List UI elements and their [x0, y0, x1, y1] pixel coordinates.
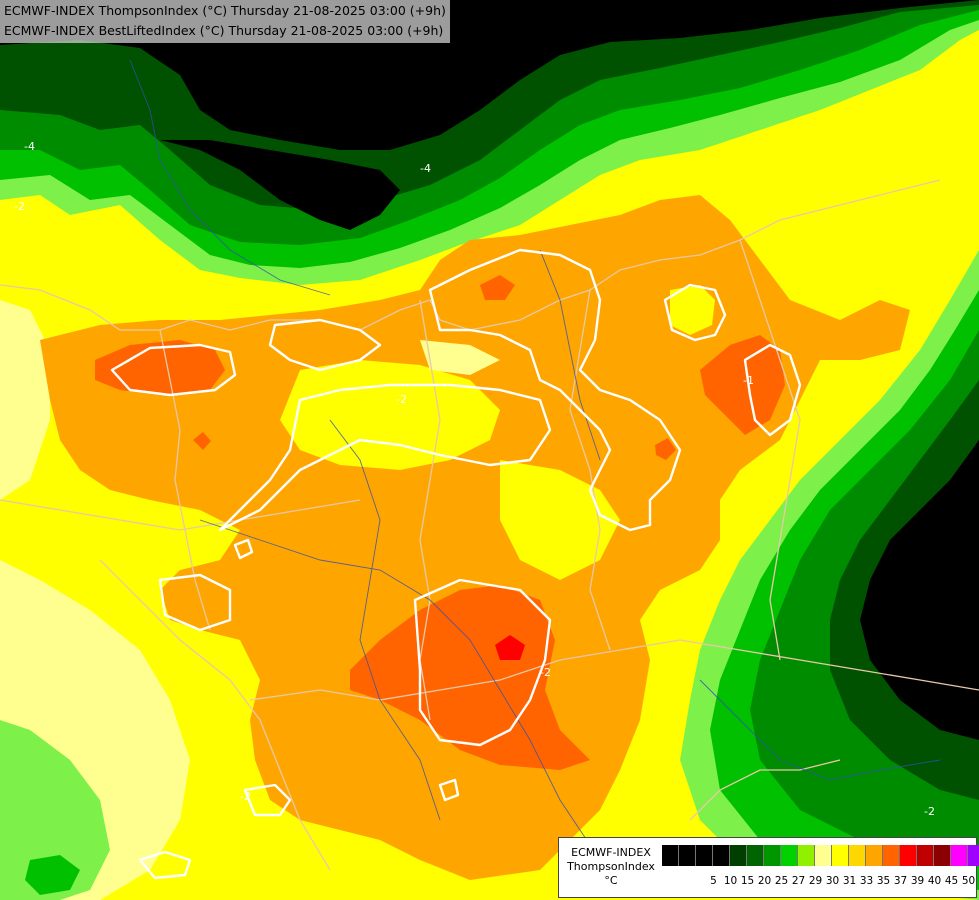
legend-tick-label: 29	[808, 875, 823, 887]
contour-labels: -2 -2 -2 -2 -2 -4 -4 -1	[14, 140, 935, 818]
thompson-index-title: ECMWF-INDEX ThompsonIndex (°C) Thursday …	[4, 3, 446, 18]
rivers	[129, 59, 941, 861]
color-legend: ECMWF-INDEX ThompsonIndex °C 5 10 15 20 25 27…	[558, 837, 979, 898]
central-orange-region	[40, 195, 910, 880]
legend-swatch	[696, 845, 713, 866]
contour-label: -1	[743, 374, 754, 387]
legend-swatch	[849, 845, 866, 866]
central-yellow-hole-3	[150, 500, 230, 570]
legend-model: ECMWF-INDEX	[571, 846, 651, 859]
legend-title: ECMWF-INDEX ThompsonIndex °C	[565, 846, 657, 888]
legend-tick-label: 37	[893, 875, 908, 887]
legend-swatch	[951, 845, 968, 866]
southwest-green-spot	[25, 855, 80, 895]
legend-tick-label: 15	[740, 875, 755, 887]
legend-swatch	[764, 845, 781, 866]
contour-label: -2	[924, 805, 935, 818]
central-yellow-hole-1	[280, 360, 500, 470]
legend-swatch	[662, 845, 679, 866]
legend-ticks: 51015202527293031333537394045505560	[705, 874, 979, 888]
legend-parameter: ThompsonIndex	[567, 860, 655, 873]
north-pale-patch	[420, 340, 500, 375]
legend-tick-label: 40	[927, 875, 942, 887]
east-black-core	[860, 440, 979, 740]
contour-label: -2	[396, 393, 407, 406]
legend-swatch	[900, 845, 917, 866]
legend-swatch	[934, 845, 951, 866]
contour-label: -4	[420, 162, 431, 175]
legend-tick-label: 31	[842, 875, 857, 887]
north-red-orange-spot	[480, 275, 515, 300]
contour-label: -2	[240, 790, 251, 803]
contour-label: -4	[24, 140, 35, 153]
south-red-spot	[495, 635, 525, 660]
contour-label: -2	[540, 666, 551, 679]
legend-tick-label: 33	[859, 875, 874, 887]
map-title-box: ECMWF-INDEX ThompsonIndex (°C) Thursday …	[0, 0, 450, 43]
east-red-orange-core	[700, 335, 785, 435]
legend-swatch	[815, 845, 832, 866]
legend-tick-label: 45	[944, 875, 959, 887]
legend-unit: °C	[604, 874, 618, 887]
small-red-orange-spot-1	[193, 432, 211, 450]
north-black-core	[160, 140, 400, 230]
legend-tick-label: 39	[910, 875, 925, 887]
legend-swatch	[798, 845, 815, 866]
legend-swatch	[917, 845, 934, 866]
west-pale-region	[0, 300, 50, 500]
east-yellow-hole	[670, 285, 715, 335]
legend-swatches	[662, 845, 979, 866]
west-red-orange-core	[95, 340, 225, 395]
legend-swatch	[730, 845, 747, 866]
legend-tick-label: 50	[961, 875, 976, 887]
legend-tick-label: 27	[791, 875, 806, 887]
lifted-index-title: ECMWF-INDEX BestLiftedIndex (°C) Thursda…	[4, 23, 444, 38]
legend-swatch	[679, 845, 696, 866]
contour-label: -2	[14, 200, 25, 213]
southwest-light-green	[0, 720, 110, 900]
south-red-orange-core	[350, 585, 590, 770]
legend-swatch	[781, 845, 798, 866]
legend-tick-label: 5	[710, 875, 717, 887]
legend-tick-label: 25	[774, 875, 789, 887]
small-red-orange-spot-2	[655, 438, 676, 460]
legend-tick-label: 20	[757, 875, 772, 887]
legend-tick-label: 10	[723, 875, 738, 887]
legend-swatch	[883, 845, 900, 866]
lifted-index-contours	[110, 248, 802, 880]
legend-swatch	[866, 845, 883, 866]
legend-tick-label: 30	[825, 875, 840, 887]
legend-swatch	[968, 845, 979, 866]
legend-swatch	[713, 845, 730, 866]
legend-tick-label: 35	[876, 875, 891, 887]
legend-swatch	[832, 845, 849, 866]
legend-swatch	[747, 845, 764, 866]
